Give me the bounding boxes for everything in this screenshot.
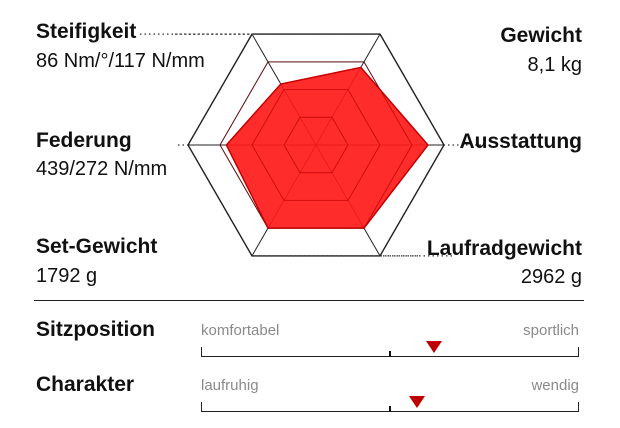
radar-data-area [225,66,429,229]
label-set-gewicht: Set-Gewicht [36,235,158,258]
scale-title-sitzposition: Sitzposition [36,318,155,341]
section-divider [34,300,584,301]
value-gewicht: 8,1 kg [527,54,582,76]
scale-title-charakter: Charakter [36,373,135,396]
label-ausstattung: Ausstattung [459,130,583,153]
label-steifigkeit: Steifigkeit [36,20,137,43]
scale-marker-sitzposition [425,341,442,353]
scale-center-tick-sitzposition [389,351,391,357]
scale-left-label-charakter: laufruhig [201,377,259,394]
value-federung: 439/272 N/mm [36,158,168,180]
scale-right-label-sitzposition: sportlich [523,322,579,339]
scale-marker-charakter [408,396,425,408]
label-laufradgewicht: Laufradgewicht [426,237,582,260]
radar-inner-ring-1 [283,116,349,174]
scale-left-label-sitzposition: komfortabel [201,322,280,339]
scale-center-tick-charakter [389,406,391,412]
radar-inner-ring-3 [219,61,413,229]
label-gewicht: Gewicht [500,24,582,47]
value-steifigkeit: 86 Nm/°/117 N/mm [36,50,205,72]
value-laufradgewicht: 2962 g [520,266,582,288]
radar-chart [140,33,490,257]
radar-inner-ring-2 [251,89,381,201]
label-federung: Federung [36,129,132,152]
scale-right-label-charakter: wendig [531,377,579,394]
value-set-gewicht: 1792 g [36,265,98,287]
